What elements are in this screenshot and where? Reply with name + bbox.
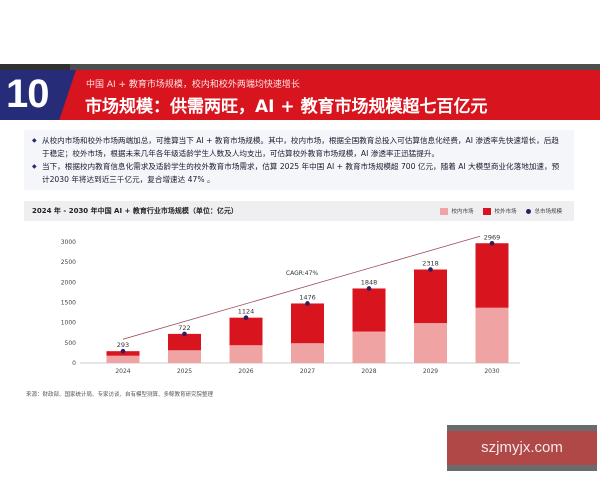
total-dot [120, 348, 126, 354]
bar-school-out [291, 303, 324, 344]
y-tick-label: 1000 [61, 320, 76, 327]
source-note: 来源：财政部、国家统计局、专家访谈、自有模型测算、多鲸教育研究院整理 [26, 392, 214, 398]
y-tick-label: 500 [65, 340, 77, 347]
top-strip-dark [0, 64, 70, 70]
total-dot [243, 315, 249, 320]
bar-school-out [168, 333, 201, 351]
bar-school-out [475, 243, 509, 308]
page-header: 10 中国 AI + 教育市场规模，校内和校外两端均快速增长 市场规模：供需两旺… [0, 70, 600, 120]
page-subtitle: 中国 AI + 教育市场规模，校内和校外两端均快速增长 [86, 80, 300, 90]
total-dot [489, 240, 495, 246]
bar-school-in [475, 307, 509, 363]
bar-school-in [414, 323, 447, 363]
data-label: 722 [178, 324, 190, 332]
data-label: 1124 [238, 308, 255, 316]
bar-school-out [414, 269, 447, 324]
intro-bullet: 从校内市场和校外市场两端加总，可推算当下 AI + 教育市场规模。其中，校内市场… [32, 134, 566, 160]
data-label: 1476 [299, 293, 316, 301]
bar-school-in [106, 355, 140, 363]
x-tick-label: 2025 [177, 368, 192, 375]
y-tick-label: 3000 [61, 239, 76, 246]
x-tick-label: 2028 [361, 368, 376, 375]
bar-school-in [168, 350, 201, 363]
legend-swatch-pink-icon [440, 207, 449, 215]
cagr-annotation: CAGR:47% [286, 270, 318, 277]
market-size-chart: 0 500 1000 1500 2000 2500 3000 CAGR:47% 293 2024 7… [61, 233, 520, 375]
bar-school-in [352, 331, 386, 363]
watermark: szjmyjx.com [447, 425, 597, 471]
legend-item-school-in: 校内市场 [440, 207, 473, 215]
page-title: 市场规模：供需两旺，AI + 教育市场规模超七百亿元 [85, 97, 488, 117]
x-tick-label: 2029 [423, 368, 438, 375]
bar-school-in [229, 345, 263, 363]
x-tick-label: 2026 [238, 368, 253, 375]
legend-item-school-out: 校外市场 [483, 207, 516, 215]
legend-dot-icon [526, 208, 532, 214]
chart-legend: 校内市场 校外市场 总市场规模 [440, 207, 562, 215]
legend-swatch-red-icon [483, 207, 492, 215]
total-dot [305, 301, 310, 306]
bar-school-in [291, 343, 324, 363]
intro-box: 从校内市场和校外市场两端加总，可推算当下 AI + 教育市场规模。其中，校内市场… [24, 130, 574, 190]
bar-school-out [229, 317, 263, 346]
y-tick-label: 2500 [61, 259, 76, 266]
cagr-trend-line [122, 235, 481, 340]
chart-header: 2024 年 - 2030 年中国 AI + 教育行业市场规模（单位：亿元） 校… [24, 201, 574, 221]
page-number: 10 [6, 72, 49, 116]
top-strip [0, 64, 600, 70]
bar-school-out [352, 288, 386, 332]
total-dot [182, 331, 187, 337]
total-dot [428, 267, 433, 272]
x-tick-label: 2024 [115, 368, 130, 375]
y-tick-label: 2000 [61, 279, 76, 286]
data-label: 2318 [422, 260, 439, 268]
chart-title: 2024 年 - 2030 年中国 AI + 教育行业市场规模（单位：亿元） [32, 207, 238, 215]
watermark-text: szjmyjx.com [447, 431, 597, 465]
x-tick-label: 2027 [300, 368, 315, 375]
total-dot [366, 286, 372, 291]
data-label: 2969 [484, 233, 501, 241]
x-tick-label: 2030 [484, 368, 499, 375]
data-label: 1848 [361, 278, 378, 286]
y-tick-label: 1500 [61, 300, 76, 307]
data-label: 293 [117, 341, 129, 349]
intro-bullet: 当下，根据校内教育信息化需求及适龄学生的校外教育市场需求，估算 2025 年中国… [32, 160, 566, 186]
y-tick-label: 0 [72, 360, 76, 367]
legend-item-total: 总市场规模 [526, 207, 562, 215]
